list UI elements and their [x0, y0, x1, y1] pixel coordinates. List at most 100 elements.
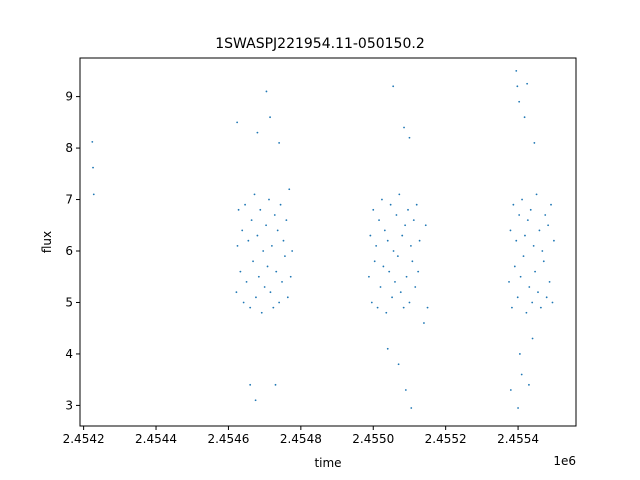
data-point [541, 250, 544, 252]
data-point [255, 296, 257, 299]
data-point [284, 255, 286, 258]
data-point [379, 286, 382, 288]
data-point [92, 193, 95, 196]
data-point [289, 275, 292, 278]
data-point [278, 142, 281, 144]
data-point [237, 208, 240, 211]
data-point [407, 208, 409, 211]
data-point [410, 244, 412, 247]
data-point [391, 296, 393, 299]
data-point [426, 306, 429, 309]
data-point [259, 208, 262, 211]
x-axis-offset-label: 1e6 [553, 454, 576, 468]
data-point [236, 121, 239, 124]
data-point [247, 239, 250, 242]
y-axis-ticks: 3 4 5 6 7 8 9 [65, 90, 80, 412]
data-point [275, 270, 278, 273]
data-point [249, 383, 252, 386]
data-point [265, 224, 267, 227]
data-point [288, 188, 291, 191]
data-point [531, 337, 534, 340]
data-point [241, 229, 244, 232]
data-point [386, 347, 389, 350]
data-point [553, 239, 555, 242]
data-point [270, 244, 273, 247]
data-point [392, 250, 395, 252]
data-point [276, 229, 279, 232]
data-point [418, 239, 421, 242]
data-point [531, 301, 534, 304]
data-point [92, 166, 94, 169]
data-point [399, 291, 402, 294]
data-point [404, 389, 407, 391]
x-axis-label: time [314, 456, 341, 470]
data-point [411, 260, 414, 263]
y-tick-label: 6 [65, 244, 73, 258]
data-point [389, 203, 392, 206]
data-point [383, 229, 386, 232]
data-point [513, 265, 516, 268]
data-point [395, 214, 398, 216]
x-tick-label: 2.4542 [63, 432, 105, 446]
data-point [539, 306, 542, 309]
data-point [265, 90, 268, 93]
data-point [252, 260, 254, 263]
data-point [516, 296, 519, 299]
data-point [398, 193, 401, 196]
y-tick-label: 5 [65, 295, 73, 309]
data-point [269, 116, 271, 119]
data-point [369, 234, 372, 237]
data-point [285, 219, 288, 222]
data-point [272, 306, 275, 309]
data-point [236, 244, 239, 247]
data-point [368, 275, 370, 278]
data-point [537, 291, 539, 294]
data-point [392, 85, 395, 88]
data-point [370, 301, 373, 304]
data-point [278, 301, 281, 304]
y-tick-label: 3 [65, 398, 73, 412]
data-point [533, 142, 536, 144]
data-point [511, 306, 513, 309]
x-tick-label: 2.4548 [280, 432, 322, 446]
x-tick-label: 2.4544 [135, 432, 177, 446]
data-point [256, 234, 259, 237]
data-point [515, 69, 518, 72]
data-point [263, 286, 266, 288]
data-point [424, 224, 427, 227]
data-point [250, 219, 253, 222]
data-point [256, 131, 259, 134]
data-point [373, 260, 376, 263]
data-point [548, 280, 551, 283]
data-point [544, 214, 547, 216]
data-point [542, 260, 545, 263]
data-point [376, 306, 379, 309]
data-point [528, 383, 530, 386]
data-point [547, 224, 550, 227]
data-point [382, 265, 385, 268]
data-point [415, 203, 418, 206]
data-point [257, 275, 260, 278]
data-point [518, 353, 521, 355]
data-point [525, 311, 528, 314]
data-point [550, 203, 552, 206]
data-point [381, 198, 383, 201]
data-point [282, 239, 285, 242]
data-point [517, 407, 519, 409]
data-point [526, 82, 529, 85]
data-point [386, 239, 389, 242]
data-point [245, 280, 248, 283]
data-point [385, 311, 388, 314]
data-point [249, 306, 252, 309]
data-point [239, 270, 242, 273]
y-tick-label: 8 [65, 141, 73, 155]
data-point [521, 198, 523, 201]
data-point [281, 280, 283, 283]
data-point [508, 280, 510, 283]
data-point [408, 301, 411, 304]
data-point [375, 244, 378, 247]
data-point [402, 306, 405, 309]
data-point [254, 399, 257, 402]
y-tick-label: 9 [65, 90, 73, 104]
